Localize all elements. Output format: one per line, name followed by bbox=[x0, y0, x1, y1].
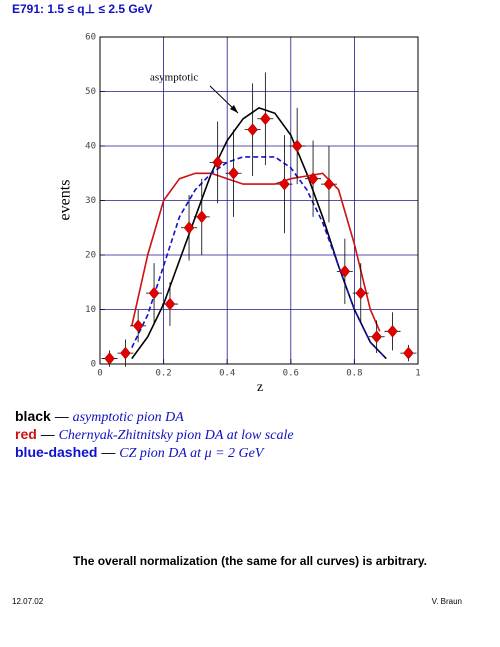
data-point bbox=[212, 155, 223, 169]
legend-label: Chernyak-Zhitnitsky pion DA at low scale bbox=[58, 428, 294, 443]
y-axis-label: events bbox=[57, 180, 74, 221]
data-point bbox=[104, 352, 115, 365]
legend-separator: — bbox=[40, 426, 55, 442]
curve bbox=[131, 107, 387, 360]
chart: E791: 1.5 ≤ q⊥ ≤ 2.5 GeV events z asympt… bbox=[12, 2, 421, 395]
legend-entry: red — Chernyak-Zhitnitsky pion DA at low… bbox=[15, 426, 294, 444]
data-point bbox=[196, 210, 208, 224]
plot-frame bbox=[99, 36, 419, 365]
legend: black — asymptotic pion DA red — Chernyak… bbox=[15, 408, 294, 462]
data-point bbox=[247, 123, 258, 137]
curve bbox=[131, 156, 387, 360]
data-point bbox=[323, 177, 335, 191]
x-tick-label: 1 bbox=[415, 369, 420, 379]
legend-separator: — bbox=[54, 408, 69, 424]
chart-title: E791: 1.5 ≤ q⊥ ≤ 2.5 GeV bbox=[12, 2, 152, 16]
legend-key: blue-dashed bbox=[15, 444, 98, 460]
x-axis-label: z bbox=[257, 380, 263, 395]
legend-label: CZ pion DA at μ = 2 GeV bbox=[119, 446, 264, 461]
data-point bbox=[387, 324, 398, 338]
legend-entry: black — asymptotic pion DA bbox=[15, 408, 294, 426]
legend-label: asymptotic pion DA bbox=[72, 410, 184, 425]
data-point bbox=[291, 139, 303, 153]
data-point bbox=[148, 286, 160, 300]
x-tick-label: 0 bbox=[97, 369, 102, 379]
y-tick-label: 60 bbox=[85, 33, 96, 43]
x-tick-label: 0.2 bbox=[155, 369, 171, 379]
data-point bbox=[120, 346, 131, 360]
footer-date: 12.07.02 bbox=[12, 597, 44, 606]
data-point bbox=[132, 319, 144, 333]
y-tick-label: 10 bbox=[85, 305, 96, 315]
legend-key: red bbox=[15, 426, 37, 442]
annotation-arrowhead bbox=[230, 105, 238, 113]
y-tick-label: 30 bbox=[85, 196, 96, 206]
data-point bbox=[355, 286, 367, 300]
caption: The overall normalization (the same for … bbox=[73, 554, 427, 568]
legend-entry: blue-dashed — CZ pion DA at μ = 2 GeV bbox=[15, 444, 294, 462]
legend-separator: — bbox=[101, 444, 116, 460]
data-point bbox=[307, 172, 319, 186]
data-point bbox=[260, 112, 271, 126]
y-tick-label: 40 bbox=[85, 142, 96, 152]
data-point bbox=[403, 346, 414, 360]
annotation: asymptotic bbox=[150, 72, 198, 84]
y-tick-label: 0 bbox=[91, 360, 96, 370]
y-tick-label: 50 bbox=[85, 87, 96, 97]
legend-key: black bbox=[15, 408, 51, 424]
curve bbox=[131, 172, 381, 332]
data-point bbox=[183, 221, 195, 235]
data-point bbox=[228, 166, 239, 180]
data-point bbox=[339, 264, 351, 278]
x-tick-label: 0.8 bbox=[346, 369, 362, 379]
data-point bbox=[371, 330, 382, 344]
data-point bbox=[164, 297, 176, 311]
footer-author: V. Braun bbox=[431, 597, 462, 606]
x-tick-label: 0.6 bbox=[283, 369, 299, 379]
x-tick-label: 0.4 bbox=[219, 369, 235, 379]
data-point bbox=[279, 177, 290, 191]
y-tick-label: 20 bbox=[85, 251, 96, 261]
